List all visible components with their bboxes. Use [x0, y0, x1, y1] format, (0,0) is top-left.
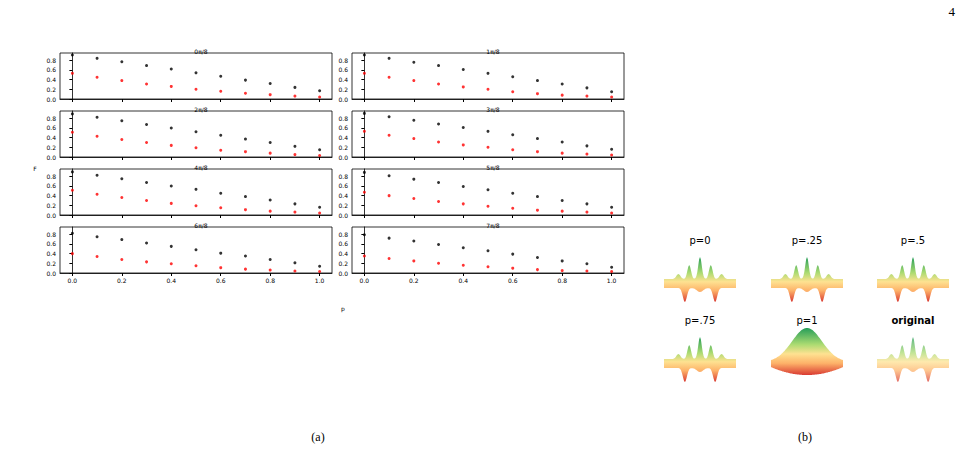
svg-text:0.4: 0.4 — [46, 76, 56, 83]
svg-text:4: 4 — [949, 4, 956, 19]
svg-text:p=.25: p=.25 — [792, 235, 823, 246]
svg-text:5π/8: 5π/8 — [486, 164, 499, 171]
svg-text:0.0: 0.0 — [46, 212, 56, 219]
svg-text:0.6: 0.6 — [46, 124, 56, 131]
svg-text:0.2: 0.2 — [338, 144, 348, 151]
svg-text:0.4: 0.4 — [46, 134, 56, 141]
svg-text:6π/8: 6π/8 — [194, 222, 207, 229]
svg-text:0.8: 0.8 — [46, 115, 56, 122]
svg-text:0.0: 0.0 — [338, 270, 348, 277]
svg-text:original: original — [891, 315, 934, 326]
svg-text:0.0: 0.0 — [338, 96, 348, 103]
svg-text:p=0: p=0 — [689, 235, 710, 246]
svg-text:0.6: 0.6 — [46, 240, 56, 247]
svg-text:0.8: 0.8 — [265, 277, 275, 284]
svg-text:0.4: 0.4 — [338, 134, 348, 141]
svg-text:1π/8: 1π/8 — [486, 48, 499, 55]
svg-text:0.0: 0.0 — [338, 212, 348, 219]
svg-text:0.8: 0.8 — [338, 231, 348, 238]
svg-text:p=1: p=1 — [796, 315, 817, 326]
svg-text:0.2: 0.2 — [338, 260, 348, 267]
svg-text:0.4: 0.4 — [458, 277, 468, 284]
svg-text:0.0: 0.0 — [46, 154, 56, 161]
svg-text:2π/8: 2π/8 — [194, 106, 207, 113]
svg-text:0.0: 0.0 — [46, 96, 56, 103]
svg-text:0.6: 0.6 — [338, 240, 348, 247]
svg-text:0.6: 0.6 — [46, 182, 56, 189]
svg-text:0.0: 0.0 — [338, 154, 348, 161]
svg-text:0.8: 0.8 — [46, 231, 56, 238]
svg-text:0.4: 0.4 — [46, 192, 56, 199]
svg-text:0.2: 0.2 — [46, 202, 56, 209]
svg-text:p: p — [341, 305, 345, 313]
svg-text:0.2: 0.2 — [338, 202, 348, 209]
svg-text:(a): (a) — [311, 430, 324, 444]
svg-text:0.0: 0.0 — [46, 270, 56, 277]
svg-text:0.4: 0.4 — [46, 250, 56, 257]
svg-text:0.6: 0.6 — [338, 182, 348, 189]
svg-text:0.6: 0.6 — [216, 277, 226, 284]
svg-text:4π/8: 4π/8 — [194, 164, 207, 171]
svg-text:0.8: 0.8 — [46, 173, 56, 180]
svg-text:0.6: 0.6 — [338, 66, 348, 73]
svg-text:0.8: 0.8 — [46, 57, 56, 64]
svg-text:1.0: 1.0 — [315, 277, 325, 284]
svg-text:0.8: 0.8 — [338, 57, 348, 64]
svg-text:0.2: 0.2 — [46, 260, 56, 267]
svg-text:0.4: 0.4 — [338, 192, 348, 199]
svg-text:p=.75: p=.75 — [685, 315, 716, 326]
svg-text:0.2: 0.2 — [46, 144, 56, 151]
svg-text:0.2: 0.2 — [117, 277, 127, 284]
svg-text:0.8: 0.8 — [557, 277, 567, 284]
svg-text:F: F — [33, 165, 37, 172]
svg-text:0.6: 0.6 — [338, 124, 348, 131]
svg-text:0.4: 0.4 — [166, 277, 176, 284]
svg-text:0.6: 0.6 — [46, 66, 56, 73]
svg-text:(b): (b) — [798, 430, 812, 444]
svg-text:0.8: 0.8 — [338, 173, 348, 180]
svg-text:1.0: 1.0 — [607, 277, 617, 284]
svg-text:0.2: 0.2 — [46, 86, 56, 93]
svg-text:3π/8: 3π/8 — [486, 106, 499, 113]
svg-text:0π/8: 0π/8 — [194, 48, 207, 55]
svg-text:0.6: 0.6 — [508, 277, 518, 284]
svg-text:0.4: 0.4 — [338, 250, 348, 257]
svg-text:p=.5: p=.5 — [901, 235, 925, 246]
svg-text:0.0: 0.0 — [360, 277, 370, 284]
svg-text:7π/8: 7π/8 — [486, 222, 499, 229]
svg-text:0.0: 0.0 — [68, 277, 78, 284]
svg-text:0.2: 0.2 — [409, 277, 419, 284]
svg-text:0.2: 0.2 — [338, 86, 348, 93]
svg-text:0.4: 0.4 — [338, 76, 348, 83]
svg-text:0.8: 0.8 — [338, 115, 348, 122]
